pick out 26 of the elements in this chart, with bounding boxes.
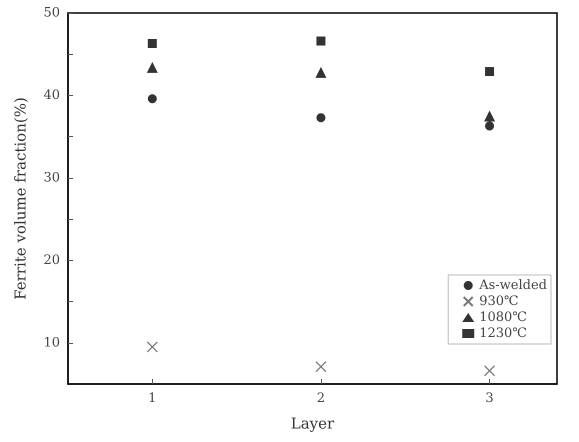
x-axis-title: Layer xyxy=(290,414,336,432)
point xyxy=(484,365,496,376)
y-tick-label: 40 xyxy=(43,88,60,103)
x-tick-label: 3 xyxy=(485,391,494,406)
legend-label: 930℃ xyxy=(479,294,519,309)
y-tick-label: 30 xyxy=(43,170,60,186)
point xyxy=(315,361,327,372)
point xyxy=(316,113,326,122)
legend-label: 1230℃ xyxy=(479,326,527,341)
y-axis-title: Ferrite volume fraction(%) xyxy=(12,97,30,300)
point xyxy=(484,110,496,122)
point xyxy=(485,67,494,76)
legend-label: 1080℃ xyxy=(479,310,527,325)
y-tick-label: 50 xyxy=(43,6,60,20)
point xyxy=(148,39,157,48)
y-tick-label: 20 xyxy=(43,252,60,268)
point xyxy=(146,341,158,353)
point xyxy=(316,36,326,46)
legend-label: As-welded xyxy=(478,278,548,293)
x-tick-label: 2 xyxy=(316,391,326,406)
point xyxy=(148,94,157,104)
x-tick-label: 1 xyxy=(148,391,156,406)
point xyxy=(146,62,158,73)
point xyxy=(315,66,326,78)
point xyxy=(485,121,494,130)
y-tick-label: 10 xyxy=(43,335,60,350)
